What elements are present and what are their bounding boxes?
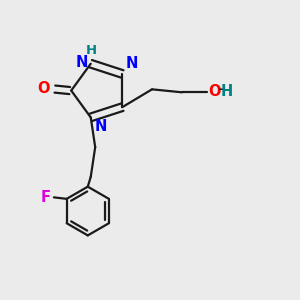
Text: N: N (125, 56, 138, 71)
Text: H: H (220, 84, 232, 99)
Text: N: N (75, 55, 88, 70)
Text: H: H (86, 44, 97, 57)
Text: O: O (208, 84, 220, 99)
Text: -: - (217, 80, 224, 99)
Text: O: O (37, 81, 50, 96)
Text: N: N (94, 119, 107, 134)
Text: F: F (40, 190, 50, 205)
